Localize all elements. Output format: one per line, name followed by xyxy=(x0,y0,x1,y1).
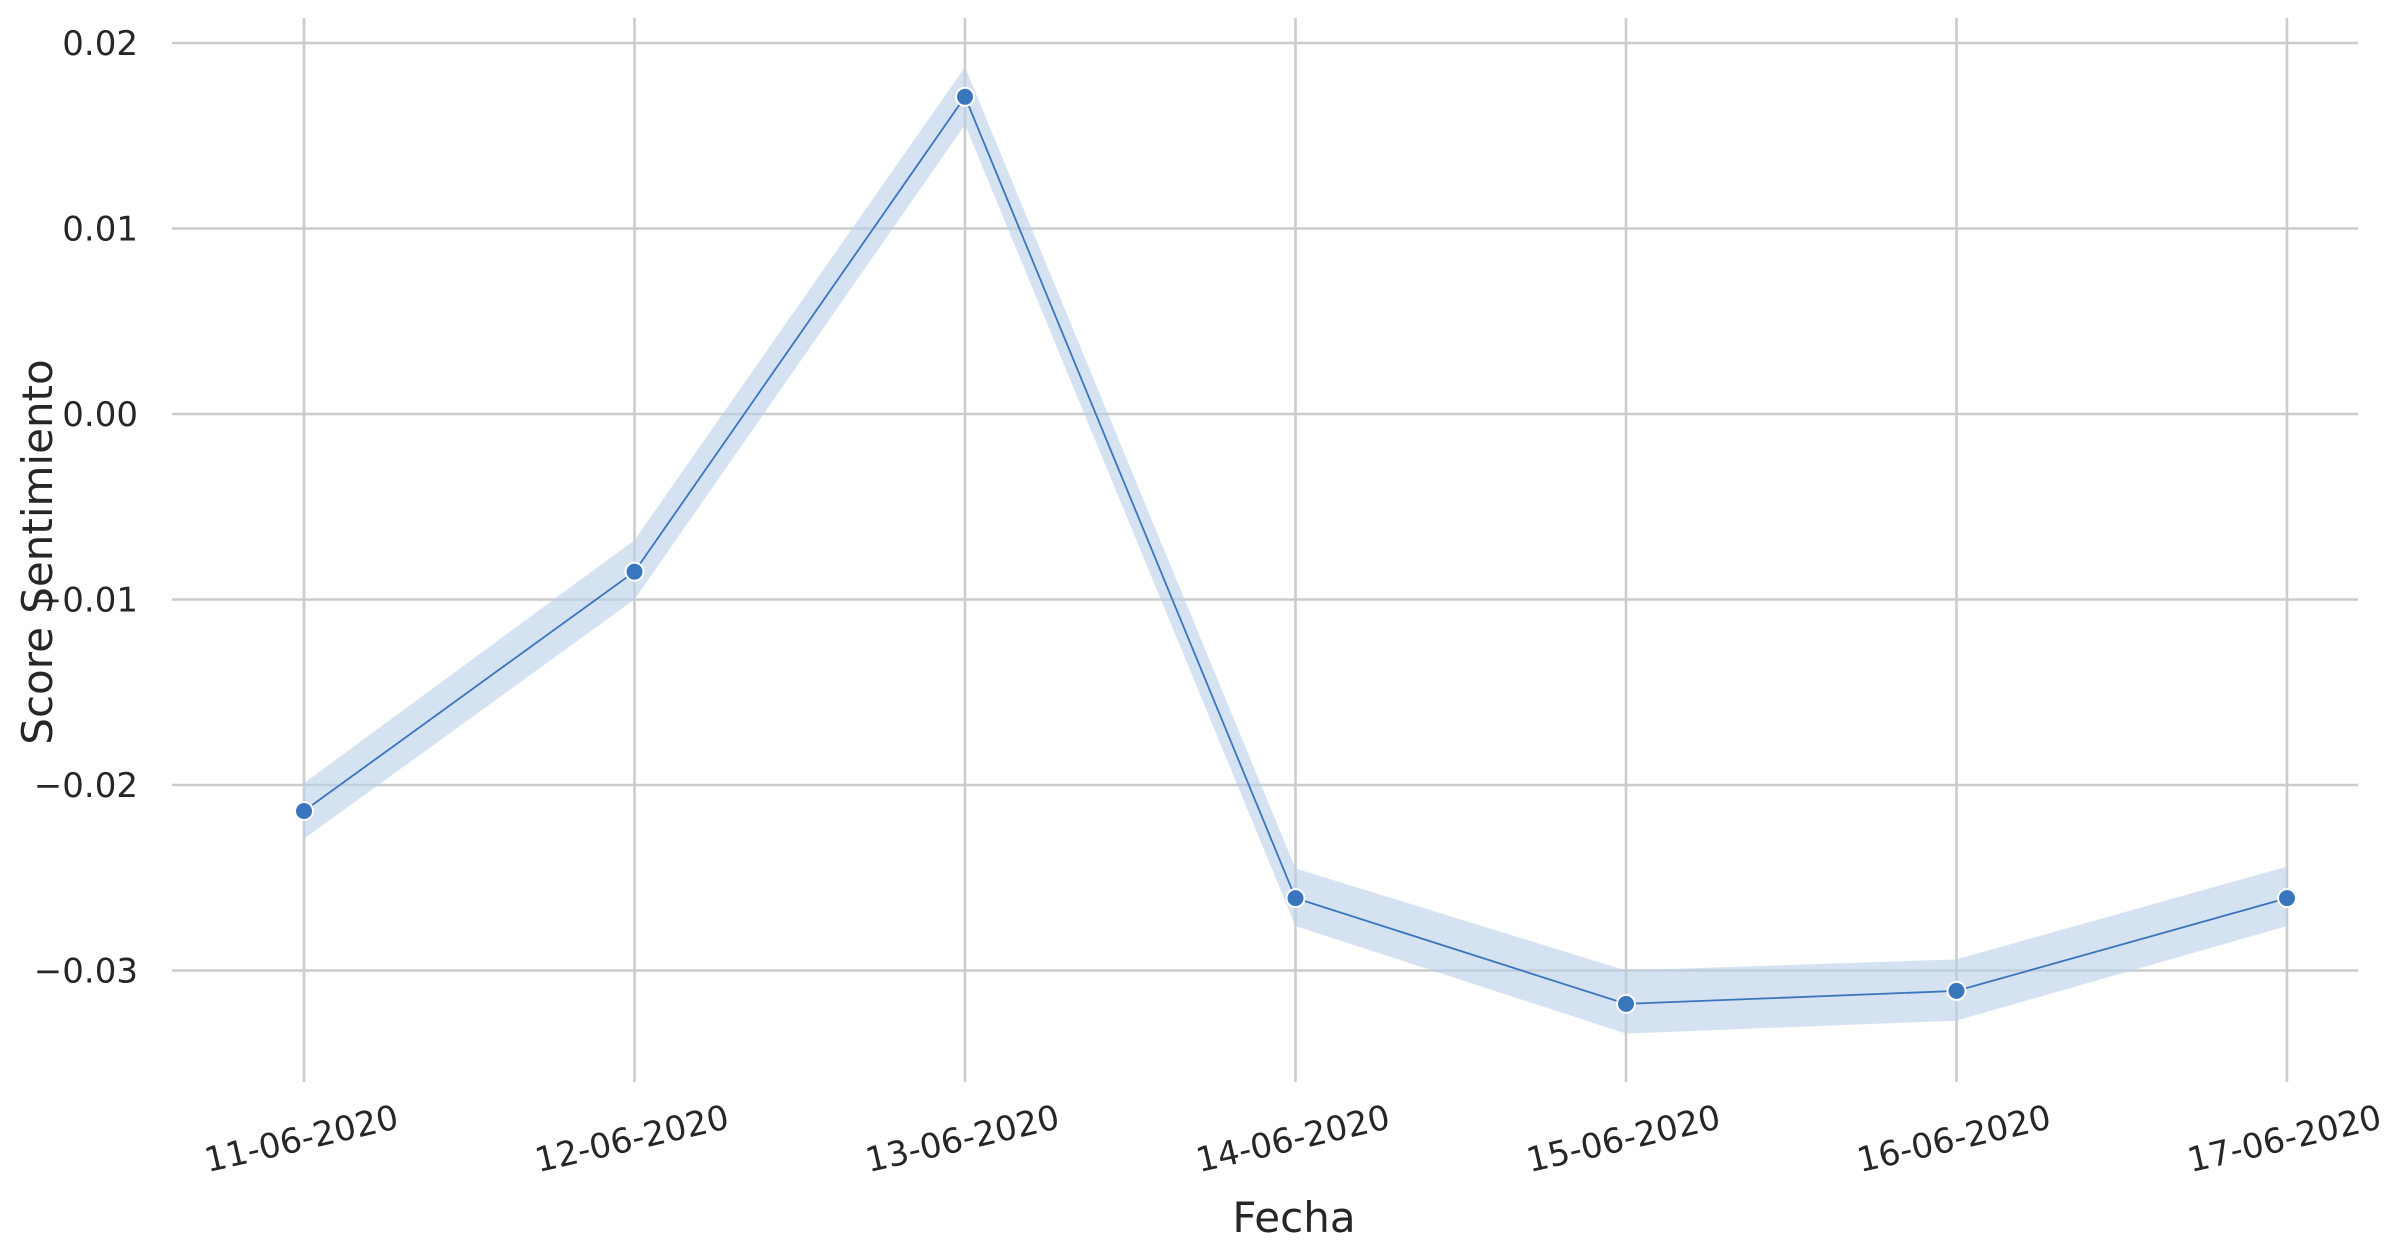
data-point xyxy=(1617,995,1635,1013)
data-point xyxy=(626,563,644,581)
x-tick-label: 17-06-2020 xyxy=(2184,1098,2386,1181)
data-point xyxy=(295,802,313,820)
x-tick-labels: 11-06-2020 12-06-2020 13-06-2020 14-06-2020… xyxy=(201,1098,2386,1181)
data-point xyxy=(956,88,974,106)
y-tick-label: 0.01 xyxy=(62,210,138,250)
y-tick-label: −0.03 xyxy=(34,952,138,992)
x-axis-label: Fecha xyxy=(1232,1193,1355,1242)
y-axis-label: Score Sentimiento xyxy=(13,359,62,744)
x-tick-label: 14-06-2020 xyxy=(1192,1098,1394,1181)
x-tick-label: 16-06-2020 xyxy=(1853,1098,2055,1181)
x-tick-label: 11-06-2020 xyxy=(201,1098,403,1181)
x-tick-label: 15-06-2020 xyxy=(1523,1098,1725,1181)
y-tick-label: 0.00 xyxy=(62,395,138,435)
y-tick-label: 0.02 xyxy=(62,24,138,64)
y-tick-label: −0.02 xyxy=(34,766,138,806)
x-tick-label: 13-06-2020 xyxy=(862,1098,1064,1181)
data-point xyxy=(2278,889,2296,907)
data-point xyxy=(1948,982,1966,1000)
x-tick-label: 12-06-2020 xyxy=(531,1098,733,1181)
data-point xyxy=(1287,889,1305,907)
